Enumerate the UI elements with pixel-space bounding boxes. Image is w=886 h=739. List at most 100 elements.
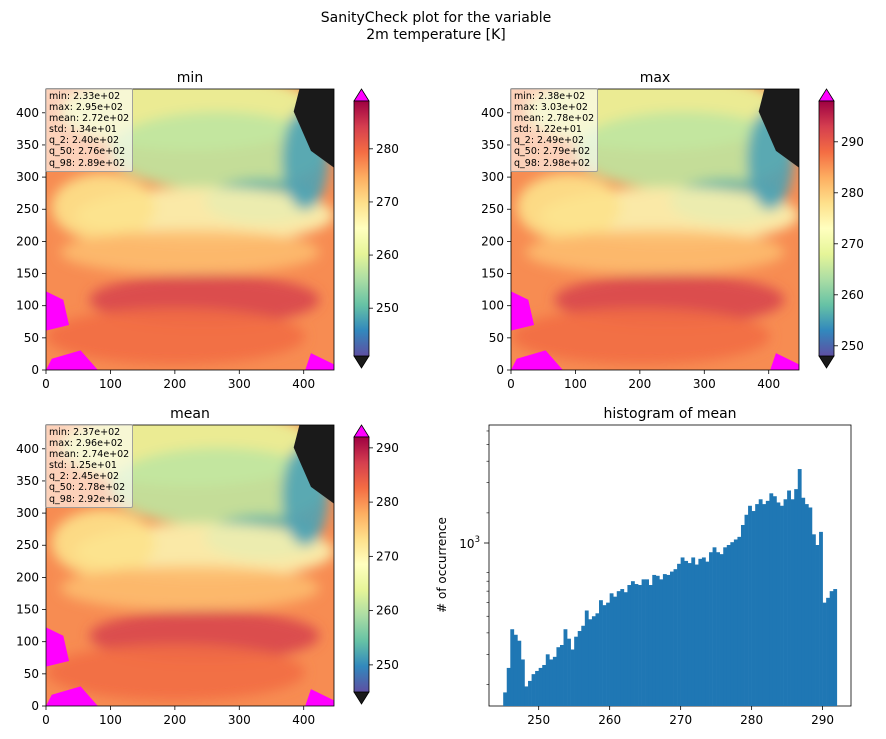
y-tick-label: 250 xyxy=(481,202,504,216)
histogram-bar xyxy=(751,511,756,706)
y-tick-label: 100 xyxy=(16,299,39,313)
y-tick-label: 300 xyxy=(481,170,504,184)
histogram-bar xyxy=(673,569,678,706)
stats-box-min: min: 2.33e+02 max: 2.95e+02 mean: 2.72e+… xyxy=(45,88,134,172)
histogram-bar xyxy=(616,591,621,706)
above-range-region xyxy=(46,627,70,667)
colorbar-over-arrow xyxy=(818,88,835,102)
histogram-bar xyxy=(762,504,767,706)
map-image xyxy=(46,89,334,370)
histogram-bar xyxy=(801,497,806,706)
histogram-bar xyxy=(513,634,518,706)
map-field xyxy=(511,89,799,365)
y-tick-label: 100 xyxy=(481,299,504,313)
figure-title-line1: SanityCheck plot for the variable xyxy=(321,10,551,26)
histogram-bar xyxy=(765,500,770,706)
histogram-bar xyxy=(705,561,710,706)
colorbar-tick-label: 280 xyxy=(376,495,399,509)
histogram-bar xyxy=(609,593,614,706)
histogram-y-label: # of occurrence xyxy=(435,517,449,613)
colorbar-tick-label: 280 xyxy=(841,186,864,200)
histogram-bar xyxy=(634,584,639,706)
histogram-bar xyxy=(804,504,809,706)
histogram-bar xyxy=(602,605,607,706)
colorbar-tick-label: 260 xyxy=(376,248,399,262)
x-tick-label: 200 xyxy=(628,377,651,391)
histogram-bar xyxy=(808,507,813,706)
histogram-bar xyxy=(790,499,795,706)
y-tick-label: 300 xyxy=(16,170,39,184)
y-tick-label: 250 xyxy=(16,202,39,216)
histogram-bar xyxy=(684,560,689,706)
above-range-region xyxy=(46,350,98,370)
above-range-region xyxy=(46,291,70,331)
histogram-bar xyxy=(677,563,681,706)
x-tick-label: 400 xyxy=(292,713,315,727)
histogram-bar xyxy=(659,579,664,706)
y-tick-label: 0 xyxy=(31,699,39,713)
histogram-bar xyxy=(503,692,508,706)
y-tick-label: 150 xyxy=(16,267,39,281)
above-range-region xyxy=(770,353,799,370)
histogram-x-tick-label: 280 xyxy=(740,713,763,727)
map-panel-max: max 0 100 200 300 400 0 50 100 150 200 250 300 350 400… xyxy=(481,70,864,391)
histogram-bar xyxy=(552,656,557,706)
histogram-bar xyxy=(826,597,831,706)
x-tick-label: 200 xyxy=(163,377,186,391)
histogram-bar xyxy=(755,504,760,706)
colorbar-tick-label: 260 xyxy=(376,604,399,618)
histogram-bar xyxy=(641,579,646,706)
above-range-region xyxy=(305,689,334,706)
map-title: max xyxy=(640,70,671,86)
x-tick-label: 400 xyxy=(757,377,780,391)
histogram-bar xyxy=(680,557,685,706)
histogram-bar xyxy=(563,629,568,706)
above-range-region xyxy=(46,686,98,706)
histogram-bar xyxy=(730,542,735,706)
y-tick-label: 350 xyxy=(16,138,39,152)
histogram-bar xyxy=(733,539,738,706)
figure-title-line2: 2m temperature [K] xyxy=(366,27,506,43)
histogram-bar xyxy=(772,496,777,706)
above-range-region xyxy=(305,353,334,370)
histogram-bar xyxy=(506,667,511,706)
below-range-region xyxy=(293,89,334,168)
histogram-bar xyxy=(709,552,713,706)
histogram-bar xyxy=(595,613,600,706)
y-tick-label: 150 xyxy=(481,267,504,281)
histogram-bar xyxy=(520,659,525,706)
histogram-bar xyxy=(723,547,728,706)
histogram-x-tick-label: 250 xyxy=(527,713,550,727)
x-tick-label: 100 xyxy=(564,377,587,391)
map-image xyxy=(511,89,799,370)
histogram-bar xyxy=(719,554,724,706)
y-tick-label: 50 xyxy=(24,331,39,345)
above-range-region xyxy=(511,291,535,331)
histogram-y-tick: 103 xyxy=(459,535,489,551)
map-image xyxy=(46,425,334,706)
histogram-x-tick-label: 290 xyxy=(811,713,834,727)
histogram-y-minor-ticks xyxy=(486,430,489,685)
histogram-bar xyxy=(776,502,781,706)
histogram-bar xyxy=(524,686,529,706)
histogram-bar xyxy=(691,557,696,706)
stats-box-mean: min: 2.37e+02 max: 2.96e+02 mean: 2.74e+… xyxy=(45,424,134,508)
y-tick-label: 350 xyxy=(481,138,504,152)
histogram-bar xyxy=(655,575,660,706)
y-tick-label: 0 xyxy=(496,363,504,377)
y-tick-label: 50 xyxy=(24,667,39,681)
x-tick-label: 0 xyxy=(507,377,515,391)
colorbar-over-arrow xyxy=(353,424,370,438)
x-tick-label: 300 xyxy=(228,377,251,391)
colorbar-over-arrow xyxy=(353,88,370,102)
histogram-bar xyxy=(815,544,820,706)
histogram-bar xyxy=(822,602,827,706)
y-tick-label: 350 xyxy=(16,474,39,488)
histogram-bar xyxy=(588,619,593,706)
y-tick-label: 400 xyxy=(16,442,39,456)
histogram-bar xyxy=(666,574,671,706)
histogram-bar xyxy=(591,616,596,706)
histogram-x-tick-label: 270 xyxy=(669,713,692,727)
stats-box-max: min: 2.38e+02 max: 3.03e+02 mean: 2.78e+… xyxy=(510,88,599,172)
x-tick-label: 300 xyxy=(693,377,716,391)
